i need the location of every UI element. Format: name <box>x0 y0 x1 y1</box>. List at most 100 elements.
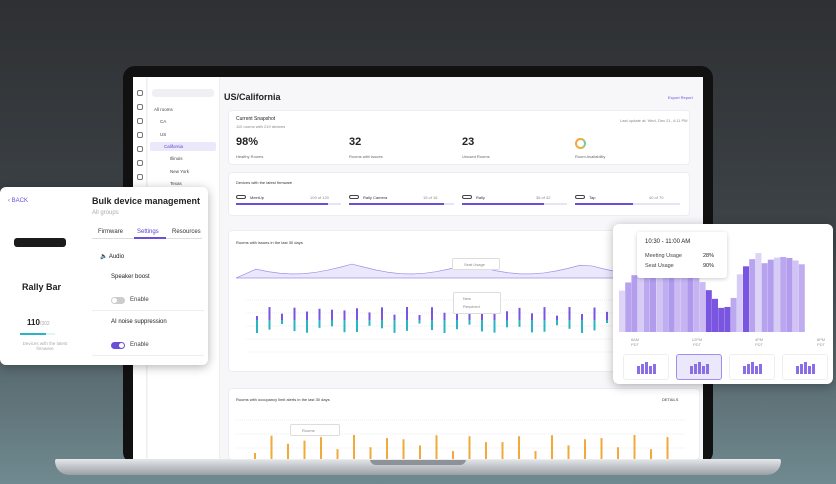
thumb-bar <box>641 364 644 374</box>
bar-resolved <box>406 320 408 331</box>
usage-bar <box>786 257 793 332</box>
tooltip <box>290 424 340 436</box>
rail-icon[interactable] <box>137 104 143 110</box>
bar <box>452 451 454 459</box>
bar-resolved <box>331 320 333 327</box>
tab[interactable]: Resources <box>172 229 201 235</box>
bar <box>584 439 586 459</box>
bar <box>402 439 405 459</box>
thumb-bar <box>690 366 693 374</box>
bar <box>485 442 487 459</box>
usage-bar <box>743 266 749 332</box>
search[interactable] <box>152 89 214 97</box>
details-link[interactable]: DETAILS <box>662 397 679 402</box>
bar <box>287 443 289 459</box>
bar-resolved <box>418 320 421 324</box>
usage-bar <box>637 268 644 332</box>
audio-section: 🔈 Audio <box>100 254 125 260</box>
rail-icon[interactable] <box>137 146 143 152</box>
bar-new <box>431 307 433 320</box>
export-link[interactable]: Export Report <box>668 95 693 100</box>
stat-value: 98% <box>236 136 259 148</box>
stat-label: Rooms with Issues <box>349 154 383 159</box>
back-button[interactable]: ‹ BACK <box>8 198 29 204</box>
rail-icon[interactable] <box>137 132 143 138</box>
tree-item[interactable]: Texas <box>170 180 182 186</box>
bar-new <box>518 307 521 320</box>
tab[interactable]: Firmware <box>98 229 123 235</box>
section: Audio <box>108 254 125 260</box>
tree-item[interactable]: Illinois <box>170 156 183 162</box>
thumb-bar <box>653 364 656 374</box>
bar-new <box>393 314 396 320</box>
bar-resolved <box>456 320 458 330</box>
usage-bar <box>674 259 681 332</box>
bar <box>534 451 537 459</box>
bar-new <box>581 314 583 320</box>
bar <box>617 447 619 459</box>
bar-resolved <box>443 320 446 333</box>
toggle[interactable] <box>111 297 125 304</box>
toggle-knob <box>119 343 124 348</box>
bar-resolved <box>468 320 471 325</box>
bar-new <box>493 309 496 320</box>
thumb-bar <box>812 364 815 374</box>
bulk-title: Bulk device management <box>92 196 201 206</box>
tree-item[interactable]: CA <box>160 119 167 125</box>
bar-new <box>318 308 321 320</box>
rail-icon[interactable] <box>137 174 143 180</box>
device-name: Tap <box>589 195 596 200</box>
usage-bar <box>718 307 725 332</box>
bar-resolved <box>581 320 583 333</box>
rail-icon[interactable] <box>137 90 143 96</box>
total: /302 <box>39 321 50 327</box>
thumb-bar <box>808 366 811 374</box>
tree-item[interactable]: New York <box>170 168 190 174</box>
toggle-label: Enable <box>130 342 149 348</box>
count: 110 <box>27 318 40 327</box>
bar <box>501 442 504 459</box>
bar-new <box>468 310 471 320</box>
rail-icon[interactable] <box>137 160 143 166</box>
usage-time: 10:30 - 11:00 AM <box>645 239 691 245</box>
firmware-card <box>228 172 690 216</box>
area <box>236 263 616 279</box>
device-count: 109 of 120 <box>310 195 329 200</box>
axis-label: 12PM PDT <box>691 337 703 347</box>
stat-label: Unused Rooms <box>462 154 490 159</box>
rail-icon[interactable] <box>137 118 143 124</box>
bar <box>254 453 256 459</box>
usage-bar <box>767 259 774 332</box>
usage-bar <box>749 259 756 332</box>
back-text[interactable]: BACK <box>11 198 29 204</box>
bar-resolved <box>306 320 308 333</box>
bar <box>386 438 388 459</box>
bar-resolved <box>606 320 608 324</box>
bar-resolved <box>593 320 596 331</box>
stat-label: Healthy Rooms <box>236 154 264 159</box>
usage-label: Meeting Usage <box>645 253 682 259</box>
thumb-bar <box>743 366 746 374</box>
axis-label: 8AM PDT <box>630 337 640 347</box>
bar-resolved <box>256 320 258 333</box>
toggle[interactable] <box>111 342 125 349</box>
bar <box>320 437 322 459</box>
thumb-bar <box>698 362 701 374</box>
laptop-notch <box>370 459 466 465</box>
thumbnail[interactable] <box>676 354 722 380</box>
bar <box>369 447 372 459</box>
bar <box>303 440 306 459</box>
bar <box>633 435 636 459</box>
tree-item[interactable]: California <box>164 143 184 149</box>
device-count: 110/302 <box>27 318 50 327</box>
usage-bar <box>699 282 706 332</box>
device-name: Rally Camera <box>363 195 388 200</box>
tree-item[interactable]: All rooms <box>154 107 173 112</box>
tree-item[interactable]: US <box>160 131 167 137</box>
bar-new <box>606 311 608 320</box>
snapshot-card <box>228 110 690 165</box>
bar-new <box>293 307 296 320</box>
usage-bar <box>712 298 718 332</box>
tab[interactable]: Settings <box>137 229 159 235</box>
